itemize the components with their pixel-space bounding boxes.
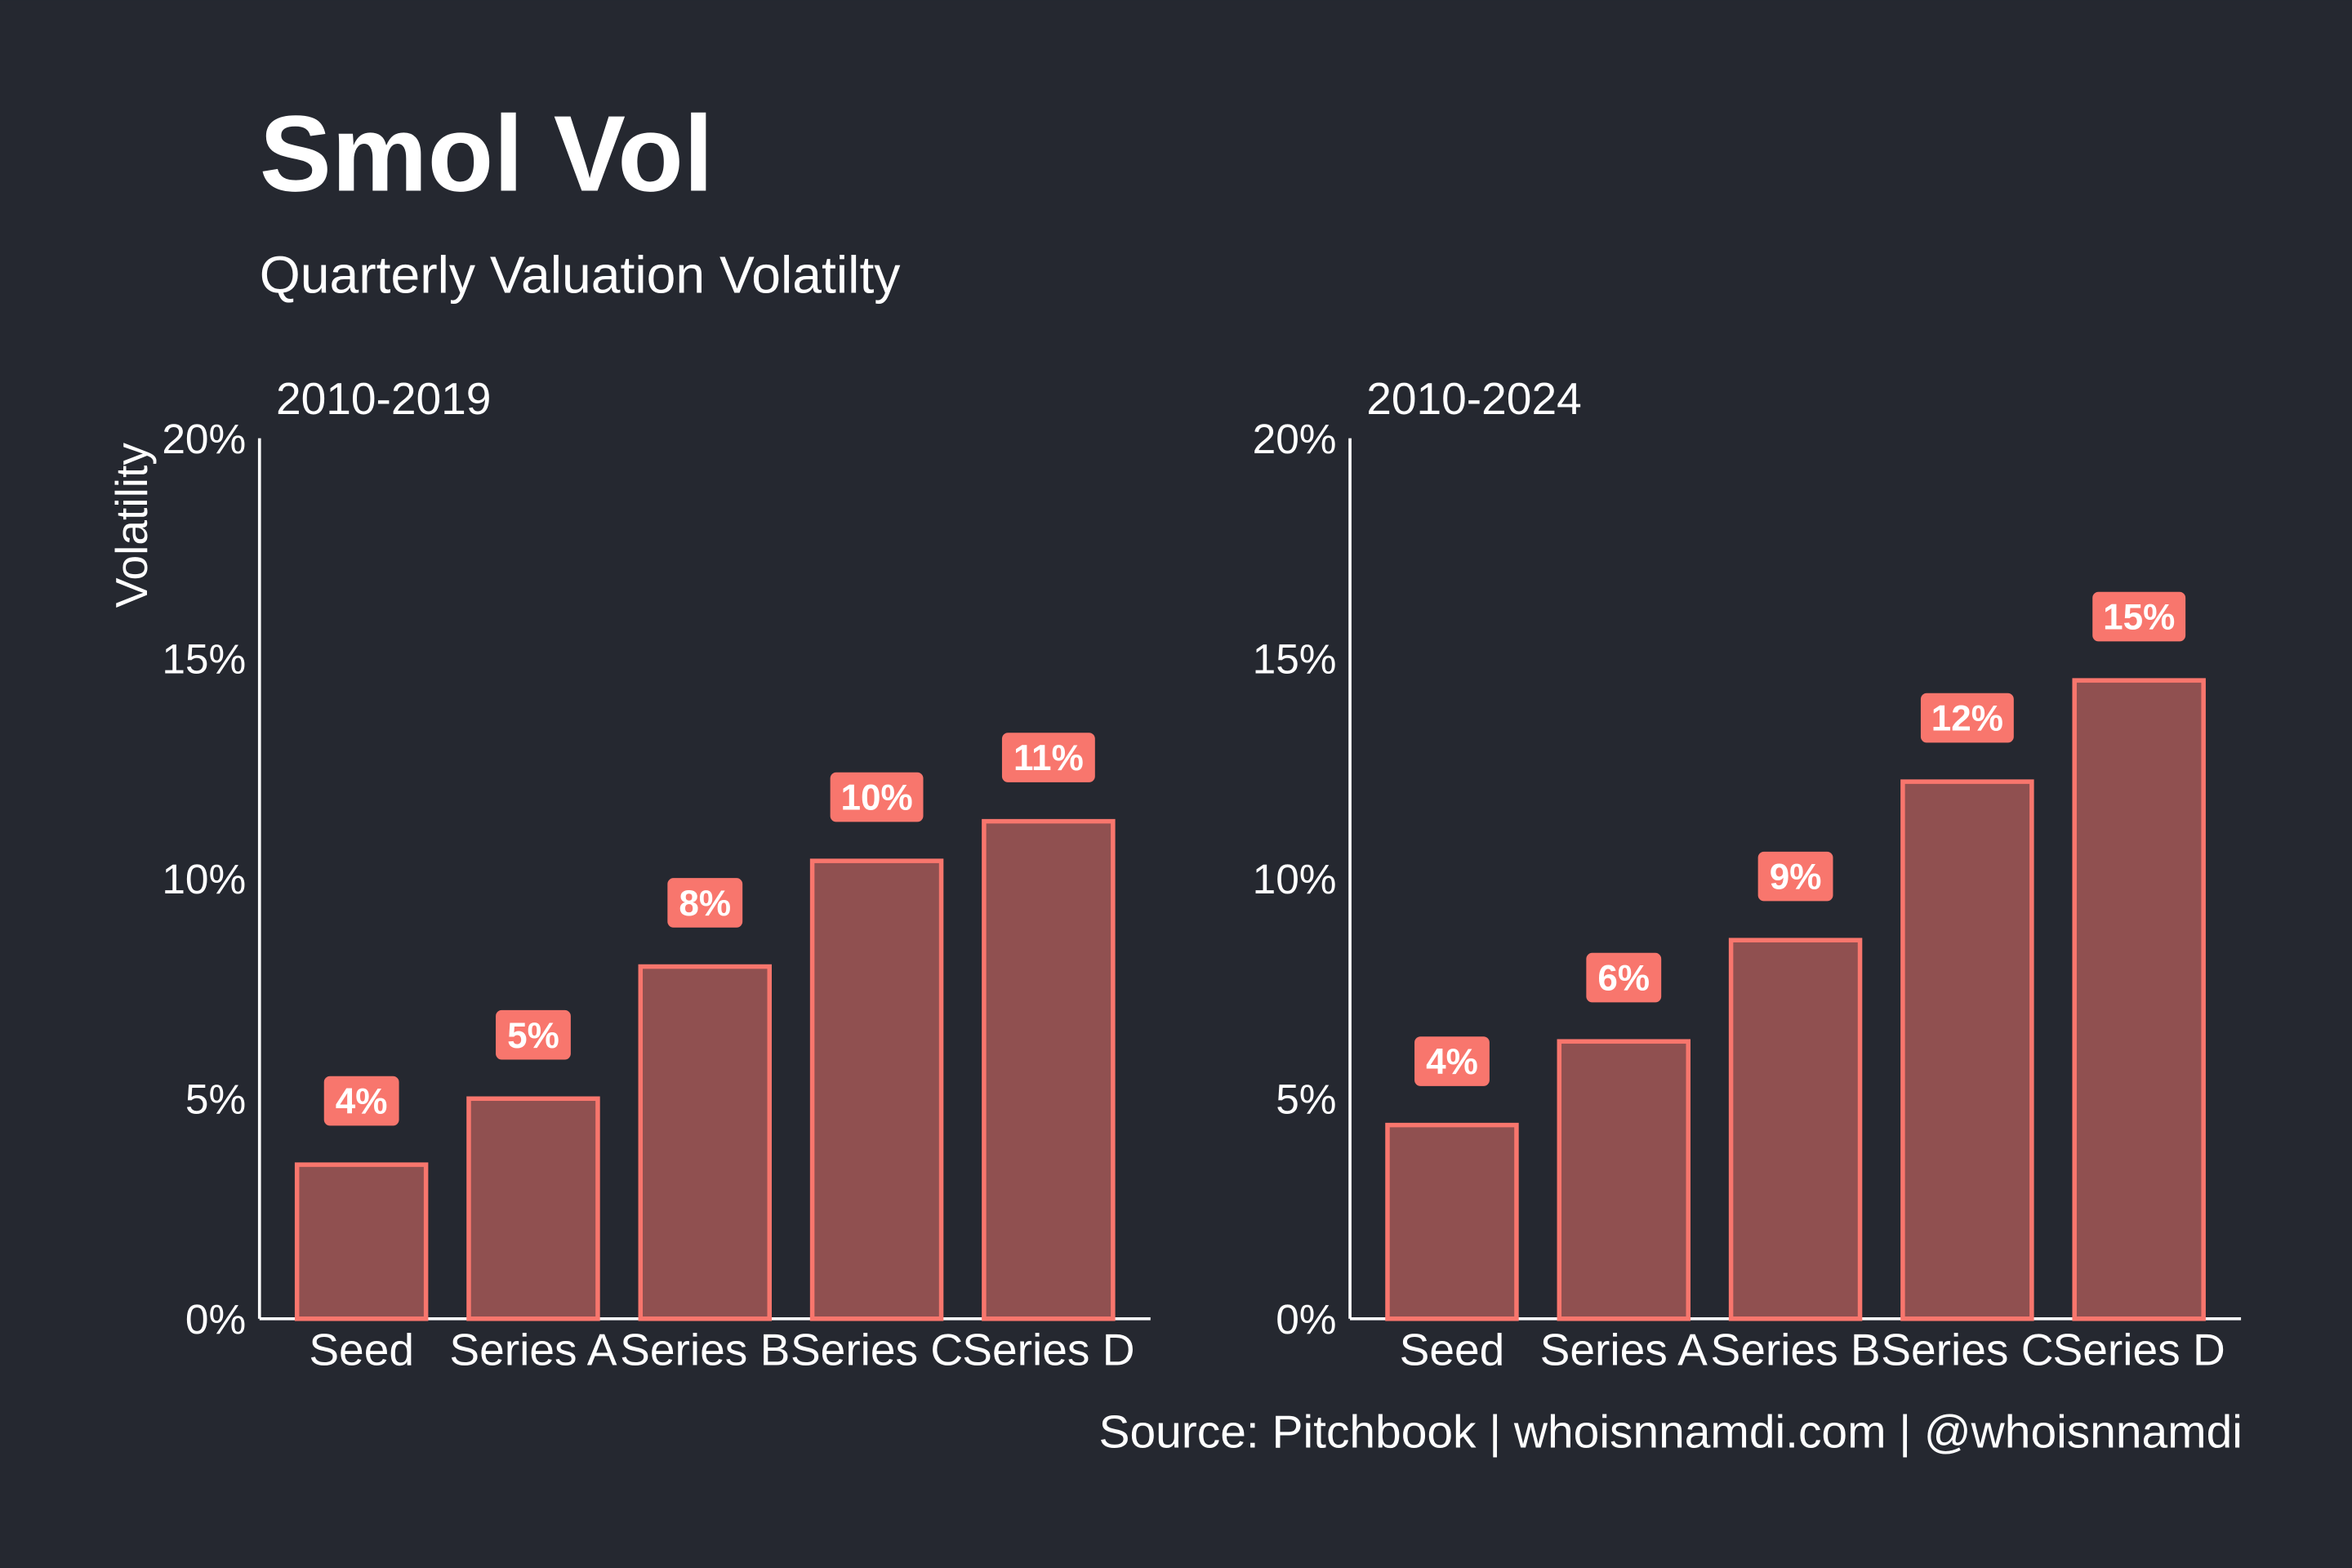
y-tick-label: 0%	[1276, 1295, 1336, 1343]
x-tick-label: Seed	[309, 1325, 414, 1375]
bar	[1900, 779, 2034, 1321]
chart-title: Smol Vol	[260, 94, 714, 215]
data-label: 6%	[1597, 959, 1650, 999]
panel-title-2: 2010-2024	[1366, 373, 1581, 424]
x-tick-label: Series A	[449, 1325, 617, 1375]
y-tick-label: 10%	[1253, 855, 1337, 902]
y-tick-label: 10%	[162, 855, 246, 902]
source-note: Source: Pitchbook | whoisnnamdi.com | @w…	[1099, 1406, 2243, 1459]
panel-2010-2024: 0% 5% 10% 15% 20% 4% Seed 6% Series A 9% Series B 1…	[1253, 415, 2242, 1375]
x-tick-label: Series A	[1540, 1325, 1708, 1375]
data-label-box	[1757, 851, 1833, 902]
bar	[638, 964, 772, 1321]
bar	[1557, 1039, 1690, 1321]
y-tick-label: 15%	[162, 635, 246, 683]
data-label: 4%	[1426, 1042, 1478, 1082]
data-label-box	[1414, 1036, 1490, 1086]
y-tick-label: 15%	[1253, 635, 1337, 683]
y-tick-label: 5%	[185, 1076, 246, 1123]
data-label: 15%	[2103, 598, 2175, 638]
data-label-box	[1586, 952, 1662, 1003]
bar	[2072, 678, 2206, 1321]
data-label: 4%	[336, 1082, 388, 1122]
x-tick-label: Series B	[1710, 1325, 1880, 1375]
data-label-box	[323, 1076, 399, 1126]
y-tick-label: 20%	[162, 415, 246, 462]
data-label: 5%	[507, 1016, 559, 1056]
data-label: 12%	[1931, 699, 2003, 739]
bar	[1385, 1122, 1519, 1321]
y-tick-label: 20%	[1253, 415, 1337, 462]
y-axis-label: Volatility	[106, 443, 157, 608]
data-label-box	[1001, 733, 1095, 782]
x-tick-label: Series C	[1881, 1325, 2053, 1375]
bar	[466, 1096, 600, 1321]
y-tick-label: 0%	[185, 1295, 246, 1343]
data-label: 9%	[1770, 858, 1822, 898]
x-tick-label: Series D	[2053, 1325, 2225, 1375]
bar	[982, 818, 1116, 1321]
data-label-box	[496, 1009, 571, 1060]
data-label-box	[1920, 693, 2014, 743]
x-tick-label: Series C	[791, 1325, 963, 1375]
bar	[1728, 938, 1863, 1321]
chart-subtitle: Quarterly Valuation Volatilty	[260, 245, 901, 304]
bar	[809, 858, 944, 1321]
panel-2010-2019: 0% 5% 10% 15% 20% 4% Seed 5% Series A 8% Series B 1…	[162, 415, 1151, 1375]
data-label-box	[830, 772, 924, 822]
bar	[294, 1162, 429, 1321]
data-label-box	[2092, 591, 2186, 642]
data-label: 8%	[679, 884, 731, 924]
panel-title-1: 2010-2019	[276, 373, 491, 424]
x-tick-label: Series D	[962, 1325, 1134, 1375]
data-label: 11%	[1013, 738, 1084, 778]
data-label-box	[667, 878, 743, 928]
y-tick-label: 5%	[1276, 1076, 1336, 1123]
x-tick-label: Seed	[1400, 1325, 1505, 1375]
x-tick-label: Series B	[620, 1325, 790, 1375]
data-label: 10%	[840, 778, 912, 818]
